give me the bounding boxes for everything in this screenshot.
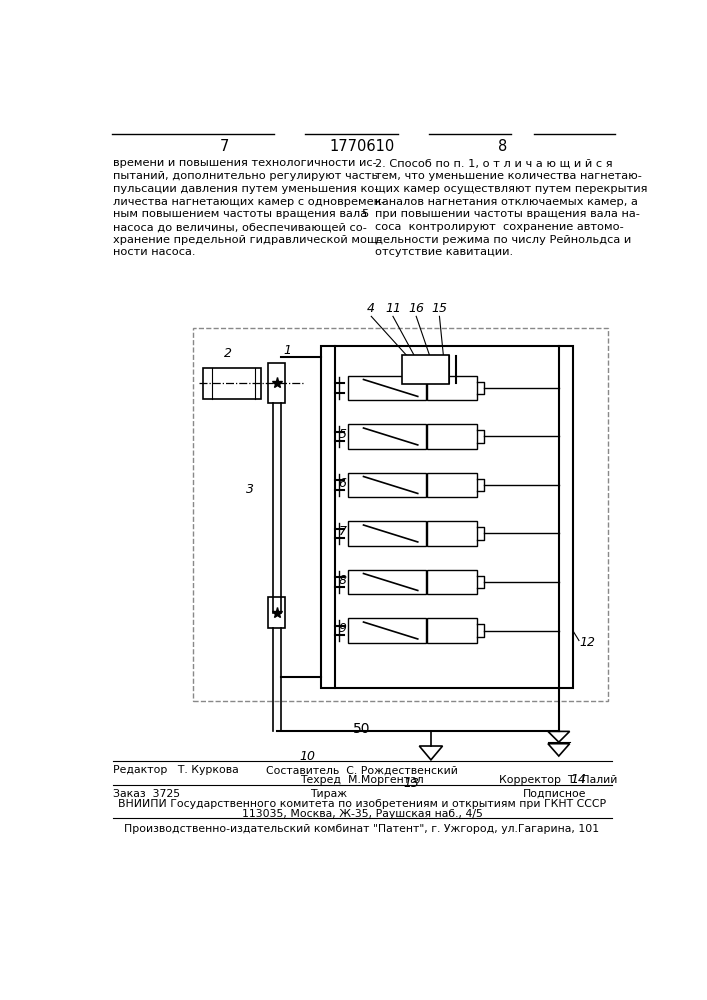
Text: 7: 7 bbox=[219, 139, 228, 154]
Text: 2. Способ по п. 1, о т л и ч а ю щ и й с я: 2. Способ по п. 1, о т л и ч а ю щ и й с… bbox=[375, 158, 613, 168]
Bar bbox=[348, 424, 426, 449]
Text: щих камер осуществляют путем перекрытия: щих камер осуществляют путем перекрытия bbox=[375, 184, 648, 194]
Text: дельности режима по числу Рейнольдса и: дельности режима по числу Рейнольдса и bbox=[375, 235, 631, 245]
Bar bbox=[427, 570, 477, 594]
Text: 8: 8 bbox=[498, 139, 508, 154]
Bar bbox=[427, 618, 477, 643]
Text: пытаний, дополнительно регулируют часть: пытаний, дополнительно регулируют часть bbox=[113, 171, 378, 181]
Bar bbox=[348, 473, 426, 497]
Text: ВНИИПИ Государственного комитета по изобретениям и открытиям при ГКНТ СССР: ВНИИПИ Государственного комитета по изоб… bbox=[118, 799, 606, 809]
Bar bbox=[193, 328, 607, 701]
Text: соса  контролируют  сохранение автомо-: соса контролируют сохранение автомо- bbox=[375, 222, 624, 232]
Text: при повышении частоты вращения вала на-: при повышении частоты вращения вала на- bbox=[375, 209, 640, 219]
Text: 113035, Москва, Ж-35, Раушская наб., 4/5: 113035, Москва, Ж-35, Раушская наб., 4/5 bbox=[242, 809, 482, 819]
Bar bbox=[427, 424, 477, 449]
Bar bbox=[427, 376, 477, 400]
Text: ным повышением частоты вращения вала: ным повышением частоты вращения вала bbox=[113, 209, 368, 219]
Text: 12: 12 bbox=[579, 636, 595, 649]
Text: Производственно-издательский комбинат "Патент", г. Ужгород, ул.Гагарина, 101: Производственно-издательский комбинат "П… bbox=[124, 824, 600, 834]
Text: хранение предельной гидравлической мощ-: хранение предельной гидравлической мощ- bbox=[113, 235, 382, 245]
Text: отсутствие кавитации.: отсутствие кавитации. bbox=[375, 247, 513, 257]
Bar bbox=[348, 376, 426, 400]
Text: 13: 13 bbox=[404, 777, 419, 790]
Text: 50: 50 bbox=[354, 722, 370, 736]
Text: 8: 8 bbox=[339, 574, 346, 587]
Bar bbox=[203, 368, 261, 399]
Text: Техред  М.Моргентал: Техред М.Моргентал bbox=[300, 775, 423, 785]
Text: каналов нагнетания отключаемых камер, а: каналов нагнетания отключаемых камер, а bbox=[375, 197, 638, 207]
Text: 1: 1 bbox=[284, 344, 291, 357]
Text: Заказ  3725: Заказ 3725 bbox=[113, 789, 180, 799]
Bar bbox=[348, 521, 426, 546]
Text: 5: 5 bbox=[361, 209, 368, 219]
Text: Корректор  Т. Палий: Корректор Т. Палий bbox=[499, 775, 617, 785]
Text: 15: 15 bbox=[431, 302, 448, 315]
Text: Редактор   Т. Куркова: Редактор Т. Куркова bbox=[113, 765, 239, 775]
Text: времени и повышения технологичности ис-: времени и повышения технологичности ис- bbox=[113, 158, 377, 168]
Bar bbox=[321, 346, 573, 688]
Text: 11: 11 bbox=[385, 302, 401, 315]
Text: 2: 2 bbox=[224, 347, 233, 360]
Bar bbox=[268, 597, 285, 628]
Bar bbox=[268, 363, 285, 403]
Bar bbox=[348, 618, 426, 643]
Text: 7: 7 bbox=[339, 525, 346, 538]
Text: Составитель  С. Рождественский: Составитель С. Рождественский bbox=[266, 765, 458, 775]
Text: Подписное: Подписное bbox=[522, 789, 586, 799]
Text: 4: 4 bbox=[367, 302, 375, 315]
Text: насоса до величины, обеспечивающей со-: насоса до величины, обеспечивающей со- bbox=[113, 222, 367, 232]
Text: Тираж: Тираж bbox=[310, 789, 347, 799]
Text: ности насоса.: ности насоса. bbox=[113, 247, 196, 257]
Text: 1770610: 1770610 bbox=[329, 139, 395, 154]
Text: 6: 6 bbox=[339, 477, 346, 490]
Bar bbox=[402, 355, 449, 384]
Text: пульсации давления путем уменьшения ко-: пульсации давления путем уменьшения ко- bbox=[113, 184, 379, 194]
Bar bbox=[427, 473, 477, 497]
Text: 5: 5 bbox=[339, 428, 346, 441]
Bar bbox=[427, 521, 477, 546]
Text: 10: 10 bbox=[300, 750, 316, 763]
Bar bbox=[348, 570, 426, 594]
Text: 16: 16 bbox=[408, 302, 424, 315]
Text: 14: 14 bbox=[571, 773, 586, 786]
Text: тем, что уменьшение количества нагнетаю-: тем, что уменьшение количества нагнетаю- bbox=[375, 171, 642, 181]
Text: личества нагнетающих камер с одновремен-: личества нагнетающих камер с одновремен- bbox=[113, 197, 385, 207]
Text: 3: 3 bbox=[245, 483, 254, 496]
Text: 9: 9 bbox=[339, 622, 346, 635]
